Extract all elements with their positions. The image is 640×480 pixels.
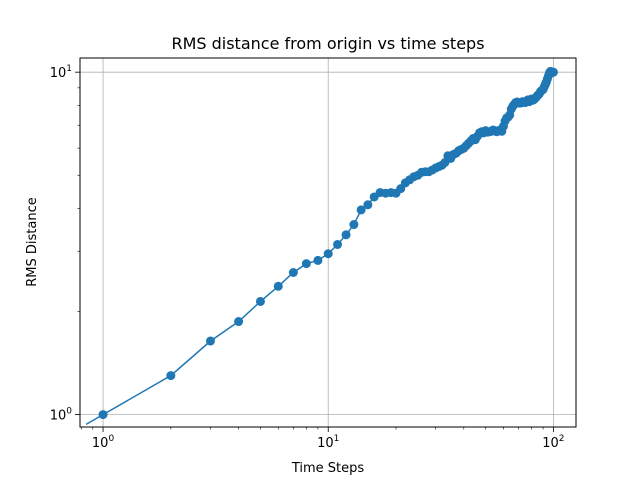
series-markers <box>98 66 558 420</box>
data-point <box>288 268 298 278</box>
data-point <box>323 249 333 259</box>
data-point <box>98 410 108 420</box>
data-point <box>313 255 323 265</box>
data-point <box>349 220 359 230</box>
data-point <box>255 296 265 306</box>
data-point <box>548 67 558 77</box>
data-point <box>333 239 343 249</box>
chart-title: RMS distance from origin vs time steps <box>171 34 484 53</box>
data-point <box>301 259 311 269</box>
data-point <box>341 230 351 240</box>
grid <box>80 58 576 427</box>
x-axis-label: Time Steps <box>291 461 365 476</box>
data-point <box>166 371 176 381</box>
data-point <box>205 336 215 346</box>
data-point <box>356 205 366 215</box>
y-axis-label: RMS Distance <box>25 197 40 286</box>
data-point <box>363 200 373 210</box>
data-point <box>234 317 244 327</box>
plot-area <box>85 66 558 426</box>
data-point <box>273 281 283 291</box>
